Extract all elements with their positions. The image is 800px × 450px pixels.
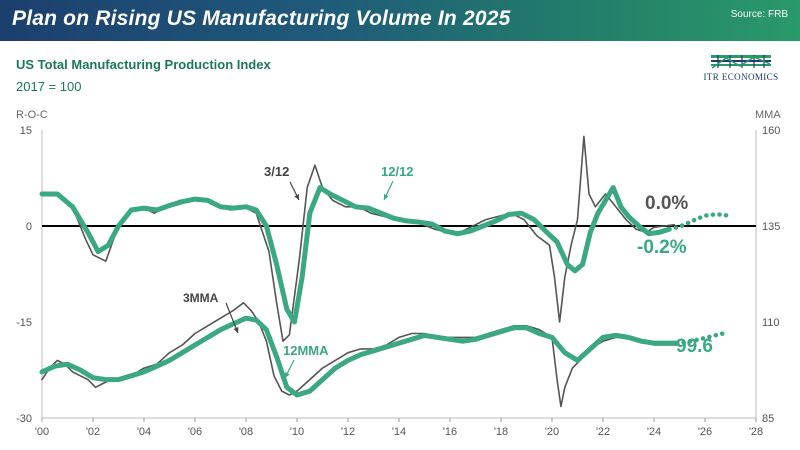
x-tick-label: '02 bbox=[86, 426, 100, 438]
x-tick-label: '26 bbox=[698, 426, 712, 438]
left-tick-label: -30 bbox=[16, 413, 32, 425]
pointer-3mma-head bbox=[233, 327, 239, 333]
right-tick-label: 85 bbox=[762, 413, 774, 425]
label-3mma: 3MMA bbox=[183, 291, 219, 305]
value-12mma-latest: 99.6 bbox=[676, 336, 713, 357]
x-tick-label: '24 bbox=[647, 426, 661, 438]
label-3-12: 3/12 bbox=[264, 164, 289, 179]
left-tick-label: 0 bbox=[26, 221, 32, 233]
x-tick-label: '06 bbox=[188, 426, 202, 438]
series-12mma-forecast bbox=[674, 330, 731, 346]
chart-subtitle: US Total Manufacturing Production Index bbox=[16, 57, 271, 72]
source-label: Source: FRB bbox=[730, 9, 788, 20]
x-tick-label: '20 bbox=[545, 426, 559, 438]
x-tick-label: '00 bbox=[35, 426, 49, 438]
right-axis-label: MMA bbox=[755, 109, 781, 121]
right-tick-label: 160 bbox=[762, 125, 780, 137]
label-12-12: 12/12 bbox=[381, 164, 414, 179]
left-axis-label: R-O-C bbox=[16, 109, 48, 121]
x-tick-label: '04 bbox=[137, 426, 151, 438]
x-tick-label: '08 bbox=[239, 426, 253, 438]
right-tick-label: 110 bbox=[762, 317, 780, 329]
itr-logo-icon bbox=[711, 55, 771, 69]
pointer-12mma-head bbox=[285, 372, 290, 378]
logo-text: ITR ECONOMICS bbox=[703, 72, 779, 82]
x-tick-label: '22 bbox=[596, 426, 610, 438]
x-tick-label: '16 bbox=[443, 426, 457, 438]
value-12-12-latest: -0.2% bbox=[637, 237, 687, 258]
series-3-12 bbox=[41, 135, 676, 343]
chart-title: Plan on Rising US Manufacturing Volume I… bbox=[12, 7, 511, 30]
x-tick-label: '28 bbox=[749, 426, 763, 438]
label-12mma: 12MMA bbox=[283, 343, 329, 358]
pointer-3-12-head bbox=[294, 194, 299, 200]
right-tick-label: 135 bbox=[762, 221, 780, 233]
left-tick-label: 15 bbox=[20, 125, 32, 137]
series-12mma bbox=[39, 315, 680, 398]
value-3-12-latest: 0.0% bbox=[645, 193, 688, 214]
series-12-12-forecast bbox=[667, 212, 733, 232]
pointer-12-12-head bbox=[383, 194, 389, 200]
index-baseline: 2017 = 100 bbox=[16, 79, 82, 94]
series-12-12 bbox=[39, 185, 672, 325]
title-banner: Plan on Rising US Manufacturing Volume I… bbox=[0, 0, 800, 41]
x-tick-label: '12 bbox=[341, 426, 355, 438]
x-tick-label: '14 bbox=[392, 426, 406, 438]
x-tick-label: '10 bbox=[290, 426, 304, 438]
x-tick-label: '18 bbox=[494, 426, 508, 438]
left-tick-label: -15 bbox=[16, 317, 32, 329]
